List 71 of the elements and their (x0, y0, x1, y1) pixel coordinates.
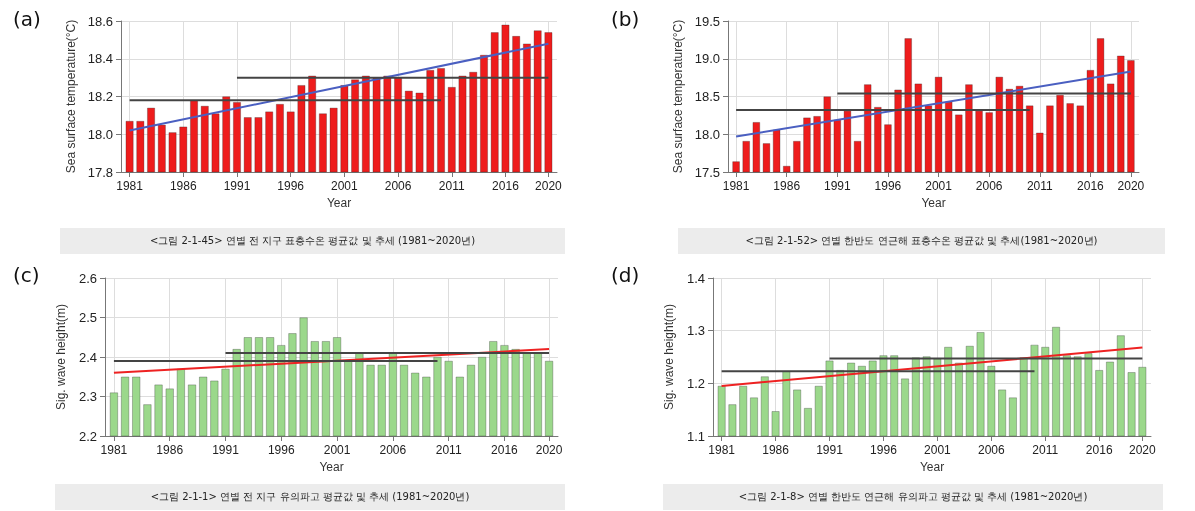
x-axis-title: Year (919, 459, 945, 474)
text: <그림 2-1-1> 연별 전 지구 유의파고 평균값 및 추세 (1981~2020년) (55, 484, 565, 510)
x-tick-label: 2006 (384, 179, 412, 193)
x-tick-label: 2020 (1117, 179, 1145, 193)
y-axis-title: Sig. wave height(m) (662, 303, 676, 411)
x-tick-label: 1986 (773, 179, 801, 193)
x-tick-label: 1986 (156, 443, 184, 457)
y-tick-label: 18.0 (694, 126, 720, 142)
y-tick-label: 18.0 (87, 126, 113, 142)
x-tick-label: 2011 (435, 443, 462, 457)
x-tick-label: 1991 (816, 443, 844, 457)
chart-title: (c) (13, 263, 40, 287)
y-tick-label: 1.3 (686, 323, 705, 339)
x-tick-label: 2011 (1032, 443, 1059, 457)
x-tick-label: 2001 (331, 179, 359, 193)
x-tick-label: 2020 (535, 443, 563, 457)
chart-title: (a) (13, 7, 41, 31)
text: <그림 2-1-45> 연별 전 지구 표층수온 평균값 및 추세 (1981~2020년) (60, 228, 565, 254)
y-tick-label: 2.2 (78, 428, 97, 444)
y-tick-label: 2.3 (78, 389, 97, 404)
x-tick-label: 2006 (379, 443, 407, 457)
x-tick-label: 2001 (323, 443, 351, 457)
x-tick-label: 1996 (874, 179, 902, 193)
y-tick-label: 17.8 (87, 164, 113, 180)
x-tick-label: 1996 (267, 443, 295, 457)
x-tick-label: 1986 (169, 179, 197, 193)
x-tick-label: 2016 (1085, 443, 1113, 457)
chart-title: (d) (611, 263, 640, 287)
x-tick-label: 2016 (1077, 179, 1105, 193)
x-tick-label: 1996 (277, 179, 305, 193)
x-tick-label: 2001 (924, 443, 952, 457)
y-tick-label: 1.1 (686, 428, 705, 444)
x-tick-label: 2001 (925, 179, 953, 193)
x-tick-label: 2006 (977, 443, 1005, 457)
text: <그림 2-1-8> 연별 한반도 연근해 유의파고 평균값 및 추세 (1981~2020년) (663, 484, 1163, 510)
y-tick-label: 19.5 (694, 13, 720, 29)
y-axis-title: Sea surface temperature(°C) (63, 19, 78, 174)
x-tick-label: 1996 (870, 443, 898, 457)
x-tick-label: 1991 (212, 443, 240, 457)
y-tick-label: 1.4 (686, 270, 705, 286)
y-tick-label: 18.6 (87, 13, 113, 29)
x-tick-label: 2011 (1026, 179, 1054, 193)
y-tick-label: 1.2 (686, 375, 705, 391)
y-tick-label: 18.4 (87, 51, 113, 67)
x-tick-label: 1981 (116, 179, 144, 193)
y-tick-label: 18.2 (87, 89, 113, 104)
x-tick-label: 1986 (762, 443, 790, 457)
x-axis-title: Year (921, 195, 946, 210)
x-tick-label: 2011 (438, 179, 465, 193)
x-tick-label: 1981 (100, 443, 128, 457)
x-axis-title: Year (326, 195, 352, 210)
y-tick-label: 19.0 (694, 51, 720, 67)
x-tick-label: 2016 (492, 179, 520, 193)
x-axis-title: Year (319, 459, 344, 474)
y-tick-label: 17.5 (694, 164, 720, 180)
y-tick-label: 18.5 (694, 89, 720, 104)
y-tick-label: 2.4 (78, 349, 97, 365)
y-axis-title: Sig. wave height(m) (54, 303, 68, 411)
x-tick-label: 1981 (708, 443, 736, 457)
x-tick-label: 2020 (535, 179, 563, 193)
chart-title: (b) (611, 7, 640, 31)
x-tick-label: 2020 (1129, 443, 1157, 457)
y-tick-label: 2.5 (78, 310, 97, 325)
x-tick-label: 1991 (823, 179, 851, 193)
x-tick-label: 2016 (491, 443, 519, 457)
x-tick-label: 1981 (722, 179, 750, 193)
x-tick-label: 1991 (223, 179, 251, 193)
y-tick-label: 2.6 (78, 270, 97, 286)
text: <그림 2-1-52> 연별 한반도 연근해 표층수온 평균값 및 추세(1981~2020년) (678, 228, 1165, 254)
y-axis-title: Sea surface temperature(°C) (670, 19, 685, 174)
x-tick-label: 2006 (975, 179, 1003, 193)
